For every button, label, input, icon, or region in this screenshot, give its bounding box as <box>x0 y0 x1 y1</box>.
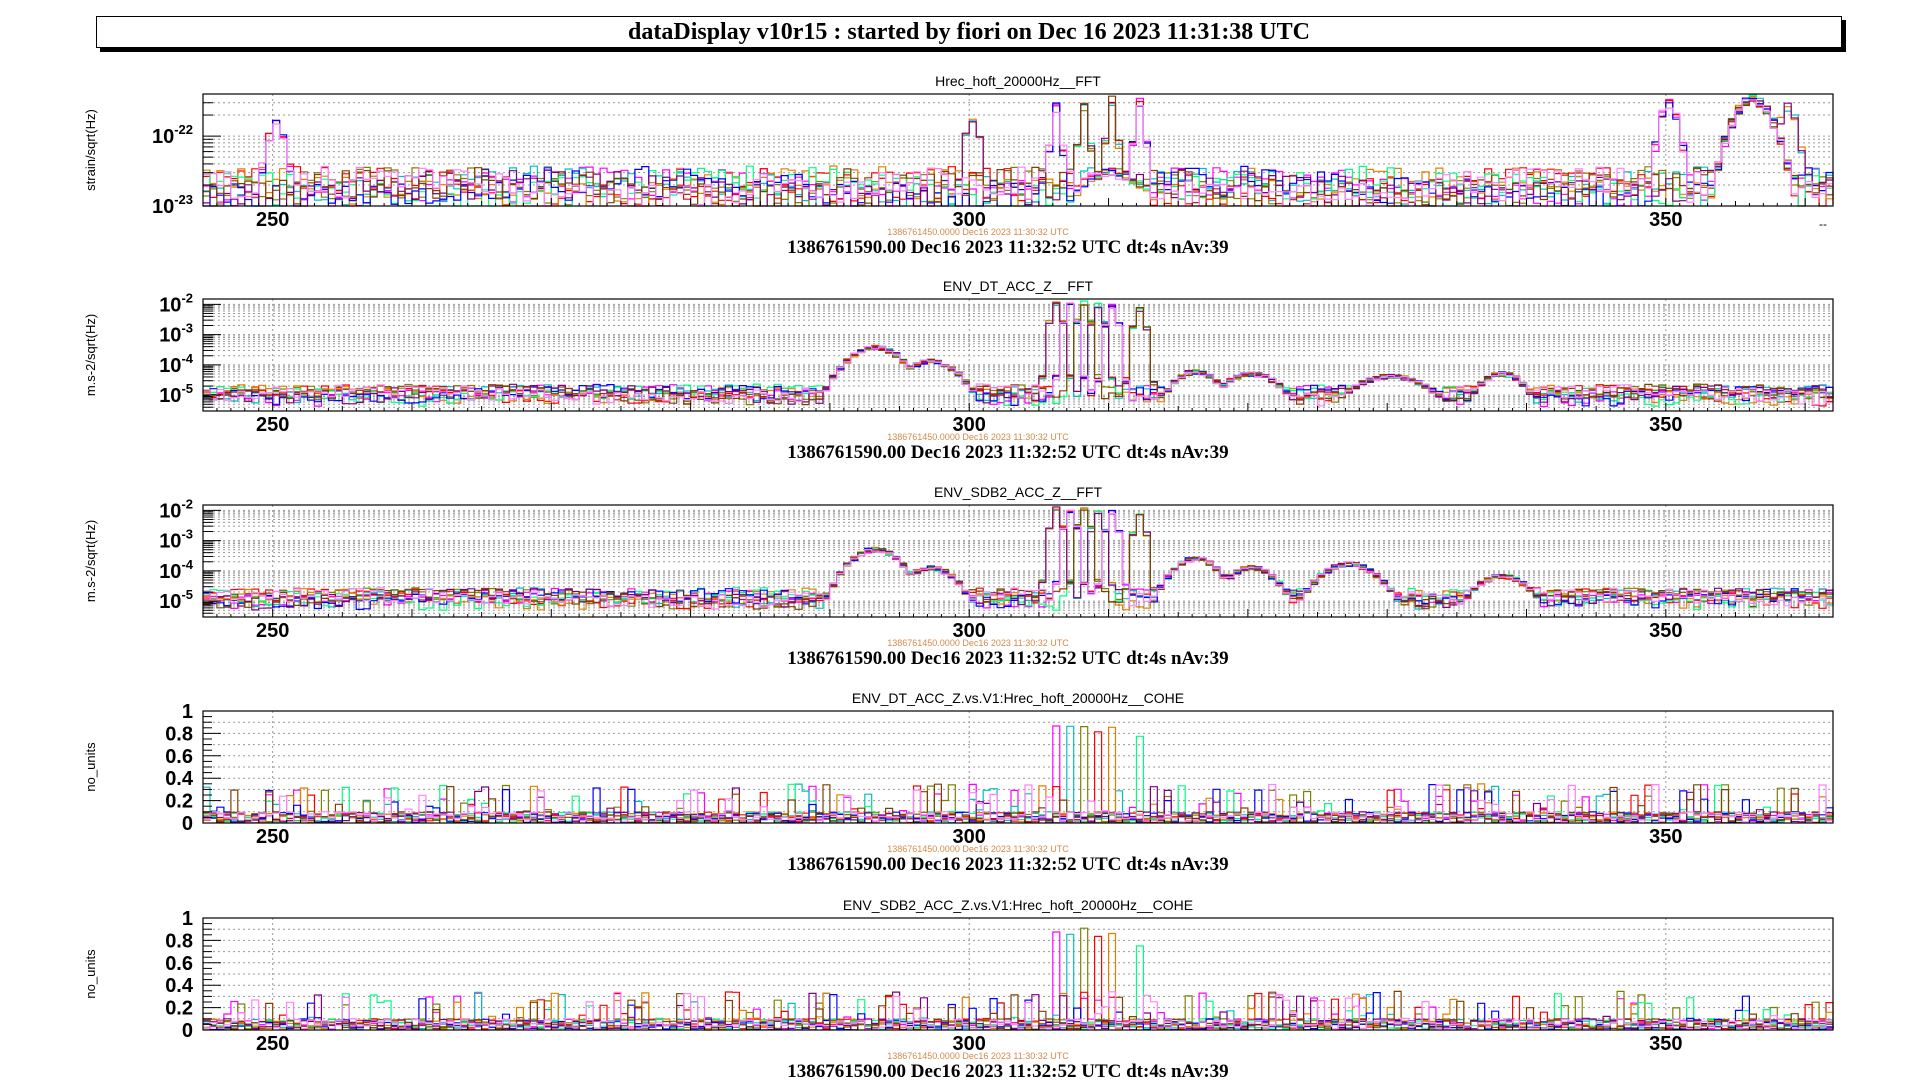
y-tick-label: 10-3 <box>159 321 193 347</box>
series-line-10 <box>203 99 1834 207</box>
series-line-7 <box>203 509 1834 610</box>
x-tick-label: 350 <box>1649 414 1682 436</box>
y-axis: 10-23 10-22 <box>152 93 221 218</box>
x-tick-label: 300 <box>953 209 986 231</box>
y-tick-label: 10-23 <box>152 192 193 218</box>
traces <box>203 300 1834 408</box>
reference-time-label: 1386761450.0000 Dec16 2023 11:30:32 UTC <box>887 1051 1069 1061</box>
y-tick-label: 0.2 <box>165 998 193 1020</box>
x-tick-label: 250 <box>256 1033 289 1055</box>
y-tick-label: 1 <box>182 701 193 723</box>
x-axis: 250 300 350 <box>202 403 1834 436</box>
reference-time-label: 1386761450.0000 Dec16 2023 11:30:32 UTC <box>887 844 1069 854</box>
plot-panel-3: ENV_SDB2_ACC_Z__FFT m.s-2/sqrt(Hz) 250 300 3… <box>83 484 1834 669</box>
series-line-2 <box>203 725 1834 824</box>
series-line-5 <box>203 507 1834 611</box>
x-tick-label: 350 <box>1649 209 1682 231</box>
y-tick-label: 0 <box>182 813 193 835</box>
y-tick-label: 10-2 <box>159 290 193 316</box>
plot-title: Hrec_hoft_20000Hz__FFT <box>935 73 1101 89</box>
y-axis: 10-5 10-4 10-3 10-2 <box>159 290 221 412</box>
y-tick-label: 0.4 <box>165 975 194 997</box>
x-tick-label: 300 <box>953 1033 986 1055</box>
y-tick-label: 0.6 <box>165 746 193 768</box>
plot-frame <box>202 93 1834 207</box>
x-tick-label: 250 <box>256 209 289 231</box>
corner-mark: -- <box>1819 217 1827 231</box>
x-tick-label: 350 <box>1649 620 1682 642</box>
traces <box>203 94 1834 207</box>
x-tick-label: 350 <box>1649 826 1682 848</box>
y-axis: 10-5 10-4 10-3 10-2 <box>159 496 221 618</box>
traces <box>203 506 1834 611</box>
plot-title: ENV_DT_ACC_Z.vs.V1:Hrec_hoft_20000Hz__CO… <box>852 690 1184 706</box>
y-tick-label: 10-3 <box>159 527 193 553</box>
y-tick-label: 0.6 <box>165 953 193 975</box>
x-axis: 250 300 350 <box>202 198 1834 231</box>
plot-footer: 1386761590.00 Dec16 2023 11:32:52 UTC dt… <box>787 237 1228 258</box>
x-tick-label: 250 <box>256 414 289 436</box>
reference-time-label: 1386761450.0000 Dec16 2023 11:30:32 UTC <box>887 432 1069 442</box>
plot-panel-1: Hrec_hoft_20000Hz__FFT strain/sqrt(Hz) 250… <box>83 73 1834 258</box>
plot-footer: 1386761590.00 Dec16 2023 11:32:52 UTC dt… <box>787 648 1228 669</box>
x-axis: 250 300 350 <box>202 609 1834 642</box>
reference-time-label: 1386761450.0000 Dec16 2023 11:30:32 UTC <box>887 638 1069 648</box>
series-line-10 <box>203 509 1834 610</box>
plot-title: ENV_SDB2_ACC_Z.vs.V1:Hrec_hoft_20000Hz__… <box>843 897 1193 913</box>
traces <box>203 725 1834 824</box>
y-tick-label: 10-22 <box>152 122 193 148</box>
x-tick-label: 250 <box>256 620 289 642</box>
plot-title: ENV_DT_ACC_Z__FFT <box>943 278 1094 294</box>
plot-panel-5: ENV_SDB2_ACC_Z.vs.V1:Hrec_hoft_20000Hz__… <box>83 897 1834 1081</box>
x-tick-label: 300 <box>953 414 986 436</box>
plot-frame <box>202 298 1834 412</box>
x-tick-label: 350 <box>1649 1033 1682 1055</box>
y-axis-label: no_units <box>83 742 98 792</box>
x-axis: 250 300 350 <box>202 1022 1834 1055</box>
y-tick-label: 1 <box>182 908 193 930</box>
plot-footer: 1386761590.00 Dec16 2023 11:32:52 UTC dt… <box>787 1061 1228 1081</box>
y-axis-label: m.s-2/sqrt(Hz) <box>83 314 98 396</box>
series-line-9 <box>203 509 1834 610</box>
traces <box>203 927 1834 1031</box>
plot-frame <box>202 504 1834 618</box>
y-tick-label: 0.4 <box>165 768 194 790</box>
y-tick-label: 0 <box>182 1020 193 1042</box>
y-axis-label: no_units <box>83 949 98 999</box>
series-line-9 <box>203 783 1834 824</box>
y-tick-label: 0.8 <box>165 930 193 952</box>
y-tick-label: 10-4 <box>159 351 194 377</box>
series-line-10 <box>203 991 1834 1031</box>
y-tick-label: 0.2 <box>165 791 193 813</box>
y-axis-label: strain/sqrt(Hz) <box>83 109 98 191</box>
y-axis: 00.20.40.60.81 <box>165 908 221 1042</box>
plot-panel-2: ENV_DT_ACC_Z__FFT m.s-2/sqrt(Hz) 250 300 350… <box>83 278 1834 463</box>
plot-footer: 1386761590.00 Dec16 2023 11:32:52 UTC dt… <box>787 442 1228 463</box>
reference-time-label: 1386761450.0000 Dec16 2023 11:30:32 UTC <box>887 227 1069 237</box>
x-tick-label: 300 <box>953 826 986 848</box>
y-tick-label: 10-5 <box>159 587 193 613</box>
y-tick-label: 10-5 <box>159 381 193 407</box>
series-line-10 <box>203 783 1834 824</box>
header-title: dataDisplay v10r15 : started by fiori on… <box>628 18 1310 45</box>
display-header: dataDisplay v10r15 : started by fiori on… <box>96 16 1842 48</box>
x-axis: 250 300 350 <box>202 815 1834 848</box>
y-tick-label: 10-2 <box>159 496 193 522</box>
y-tick-label: 10-4 <box>159 557 194 583</box>
plot-title: ENV_SDB2_ACC_Z__FFT <box>934 484 1103 500</box>
y-axis-label: m.s-2/sqrt(Hz) <box>83 520 98 602</box>
x-tick-label: 250 <box>256 826 289 848</box>
plot-footer: 1386761590.00 Dec16 2023 11:32:52 UTC dt… <box>787 854 1228 875</box>
series-line-10 <box>203 302 1834 407</box>
plot-panel-4: ENV_DT_ACC_Z.vs.V1:Hrec_hoft_20000Hz__CO… <box>83 690 1834 875</box>
x-tick-label: 300 <box>953 620 986 642</box>
y-axis: 00.20.40.60.81 <box>165 701 221 835</box>
y-tick-label: 0.8 <box>165 723 193 745</box>
